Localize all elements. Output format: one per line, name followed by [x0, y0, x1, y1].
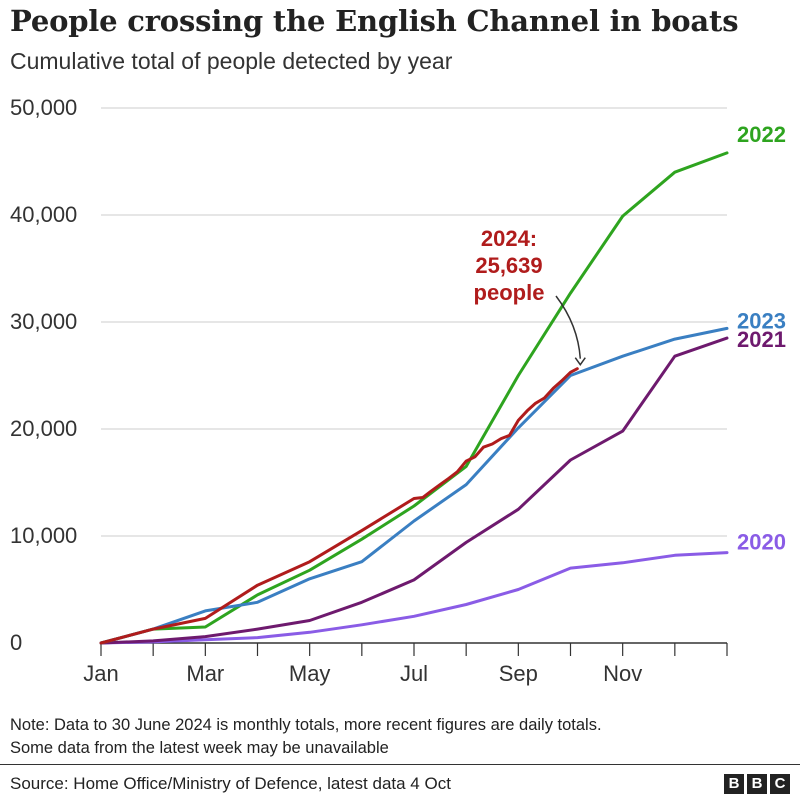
bbc-logo-block-1: B: [724, 774, 744, 794]
series-line-2022: [99, 151, 729, 645]
chart-title: People crossing the English Channel in b…: [10, 4, 739, 38]
annotation-line-2: 25,639: [475, 253, 542, 278]
line-chart: 0 10,000 20,000 30,000 40,000 50,000 Jan Mar May…: [10, 95, 786, 686]
series-label-2022: 2022: [737, 122, 786, 147]
annotation-arrow: [555, 295, 582, 359]
note-line-1: Note: Data to 30 June 2024 is monthly to…: [10, 716, 602, 734]
x-tick-label: Sep: [499, 661, 538, 686]
series-label-2020: 2020: [737, 530, 786, 555]
annotation-arrowhead: [574, 357, 586, 366]
y-tick-label: 40,000: [10, 202, 77, 227]
chart-subtitle: Cumulative total of people detected by y…: [10, 48, 453, 74]
bbc-logo: B B C: [724, 774, 790, 794]
series-label-2021: 2021: [737, 327, 786, 352]
x-tick-label: Jan: [83, 661, 118, 686]
bbc-logo-block-3: C: [770, 774, 790, 794]
series-line-2023: [99, 326, 729, 645]
chart-note: Note: Data to 30 June 2024 is monthly to…: [10, 714, 790, 760]
x-tick-label: Nov: [603, 661, 642, 686]
x-tick-label: May: [289, 661, 331, 686]
footer-divider: [0, 764, 800, 765]
y-tick-label: 10,000: [10, 523, 77, 548]
y-tick-label: 0: [10, 630, 22, 655]
annotation-line-1: 2024:: [481, 226, 537, 251]
annotation-line-3: people: [474, 280, 545, 305]
y-tick-label: 30,000: [10, 309, 77, 334]
series-line-2024: [99, 367, 579, 645]
bbc-logo-block-2: B: [747, 774, 767, 794]
series-label-2023: 2023: [737, 308, 786, 333]
series-line-2020: [99, 551, 729, 645]
y-tick-label: 20,000: [10, 416, 77, 441]
source-text: Source: Home Office/Ministry of Defence,…: [10, 774, 451, 793]
note-line-2: Some data from the latest week may be un…: [10, 739, 389, 757]
x-tick-label: Jul: [400, 661, 428, 686]
series-line-2021: [99, 336, 729, 645]
x-tick-label: Mar: [186, 661, 224, 686]
y-tick-label: 50,000: [10, 95, 77, 120]
